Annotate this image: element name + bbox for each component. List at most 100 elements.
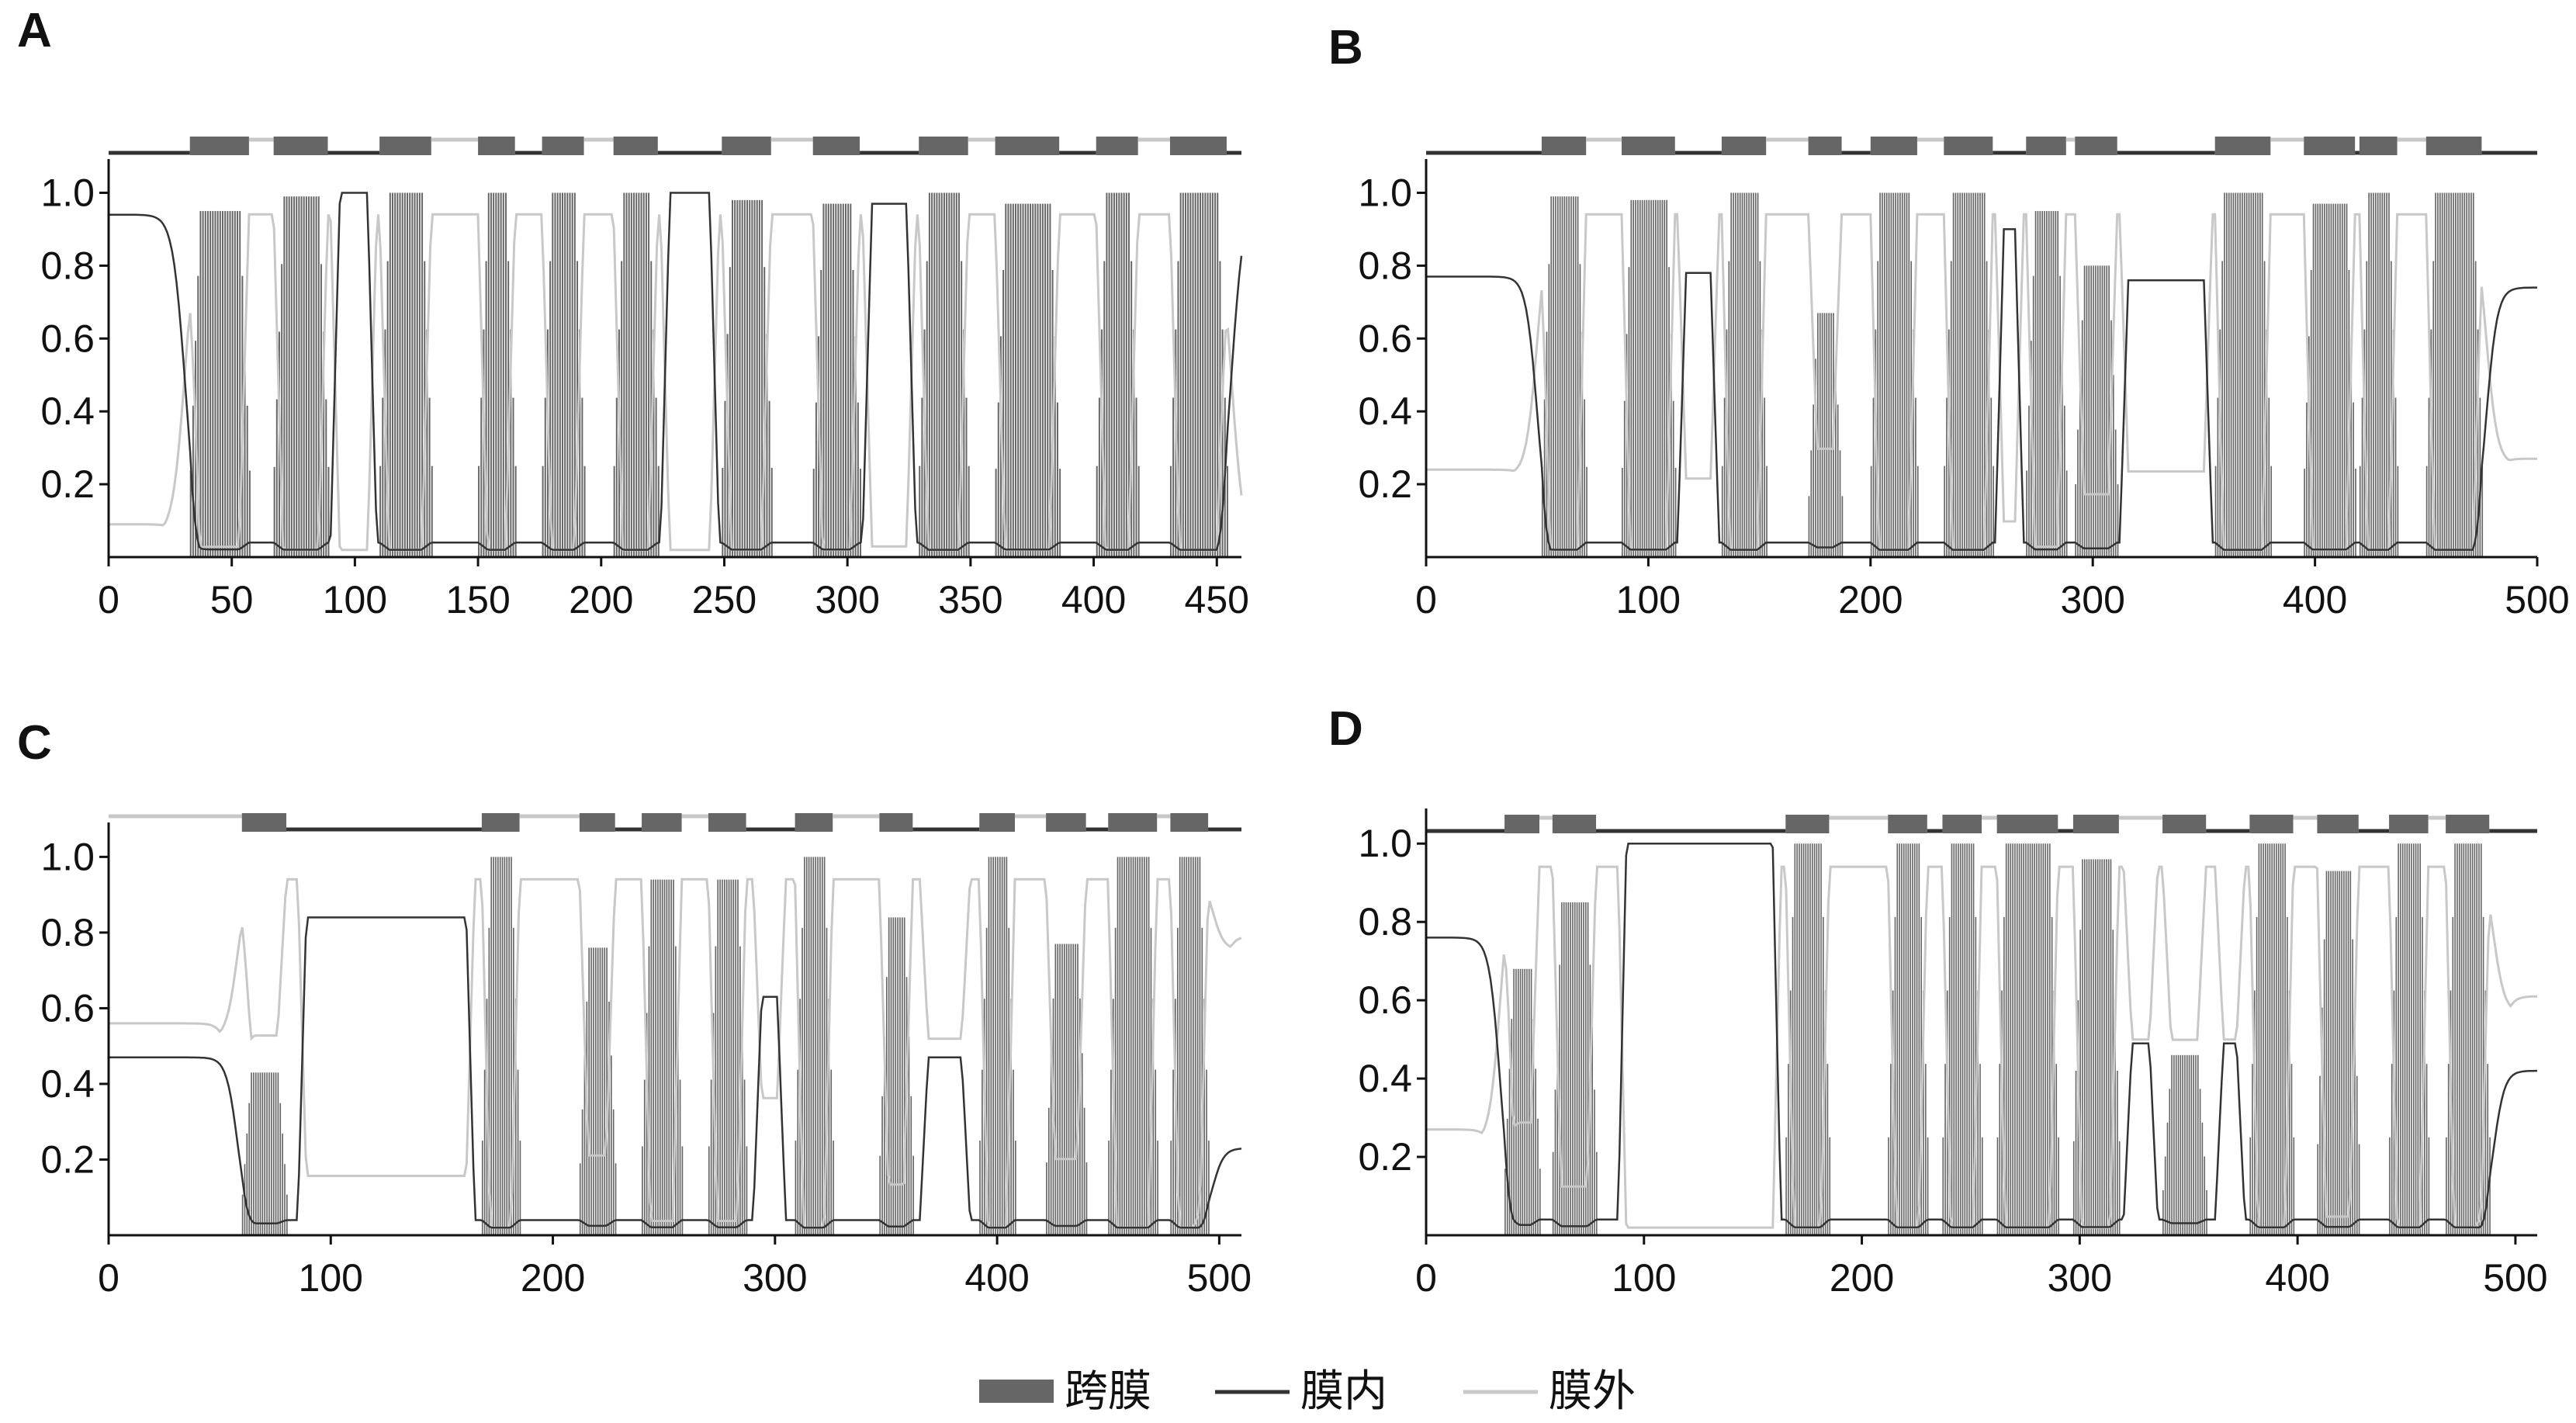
tm-bar <box>2437 192 2439 557</box>
tm-bar <box>2419 843 2421 1235</box>
tm-bar <box>298 196 300 557</box>
tm-bar <box>1182 192 1184 557</box>
tm-bar <box>2455 192 2457 557</box>
tm-bar <box>2036 843 2038 1235</box>
tm-bar <box>1916 466 1919 557</box>
tm-bar <box>1049 203 1051 557</box>
tm-bar <box>1119 857 1121 1235</box>
tm-bar <box>655 397 657 557</box>
tm-bar <box>2252 1064 2253 1235</box>
tm-bar <box>2188 1054 2190 1235</box>
tm-bar <box>2117 484 2119 557</box>
tm-bar <box>2050 210 2052 557</box>
tm-bar <box>1815 358 1816 557</box>
tm-bar <box>1996 1137 1999 1235</box>
tm-bar <box>948 192 950 557</box>
tm-bar <box>992 857 995 1235</box>
tm-bar <box>717 879 719 1235</box>
tm-bar <box>2171 1054 2173 1235</box>
tm-bar <box>2339 203 2341 557</box>
tm-bar <box>2428 397 2430 557</box>
tm-bar <box>2048 210 2050 557</box>
tm-bar <box>1821 313 1823 557</box>
tm-bar <box>559 192 561 557</box>
tm-bar <box>1901 843 1903 1235</box>
tm-bar <box>2058 1137 2059 1235</box>
tm-bar <box>234 210 236 557</box>
tm-bar <box>2317 203 2319 557</box>
topology-tm-segment <box>2359 137 2398 155</box>
tm-bar <box>1504 1169 1506 1235</box>
tm-bar <box>411 192 414 557</box>
topology-tm-segment <box>795 813 833 832</box>
tm-bar <box>2096 859 2099 1235</box>
tm-bar <box>2072 1141 2075 1235</box>
tm-bar <box>273 466 275 557</box>
tm-bar <box>732 879 735 1235</box>
tm-bar <box>2481 466 2484 557</box>
tm-bar <box>1650 199 1652 557</box>
tm-bar <box>1785 1137 1787 1235</box>
tm-bar <box>1522 968 1524 1235</box>
x-tick-label: 300 <box>2048 1256 2112 1300</box>
tm-bar <box>514 466 517 557</box>
tm-bar <box>2034 210 2037 557</box>
tm-bar <box>202 210 204 557</box>
tm-bar <box>1012 203 1014 557</box>
tm-bar <box>1870 466 1872 557</box>
tm-bar <box>1132 857 1134 1235</box>
tm-bar <box>2095 265 2096 557</box>
tm-bar <box>1622 467 1623 557</box>
tm-bar <box>1916 843 1918 1235</box>
tm-bar <box>1135 397 1137 557</box>
tm-bar <box>1556 1027 1559 1235</box>
tm-bar <box>1748 192 1750 557</box>
x-tick-label: 100 <box>1612 1256 1676 1300</box>
tm-bar <box>2110 859 2112 1235</box>
tm-bar <box>1990 397 1993 557</box>
tm-bar <box>2366 261 2368 557</box>
tm-bar <box>1528 968 1530 1235</box>
tm-bar <box>1888 1137 1889 1235</box>
tm-bar <box>817 857 819 1235</box>
tm-bar <box>2425 466 2428 557</box>
tm-bar <box>663 879 666 1235</box>
outside-curve <box>1426 865 2538 1229</box>
x-tick-label: 500 <box>2505 578 2569 621</box>
tm-bar <box>2345 871 2347 1235</box>
tm-bar <box>1137 466 1140 557</box>
tm-bar <box>279 1103 282 1235</box>
tm-bar <box>2277 843 2280 1235</box>
tm-bar <box>2079 375 2081 557</box>
tm-bar <box>2332 203 2335 557</box>
tm-bar <box>1172 397 1175 557</box>
tm-bar <box>1517 968 1519 1235</box>
tm-bar <box>500 192 502 557</box>
x-tick-label: 200 <box>569 578 633 621</box>
tm-bar <box>1950 261 1952 557</box>
tm-bar <box>968 466 970 557</box>
tm-bar <box>2242 192 2243 557</box>
tm-bar <box>912 1155 914 1235</box>
y-tick-label: 0.8 <box>40 911 95 954</box>
tm-bar <box>1196 192 1199 557</box>
tm-bar <box>881 1096 883 1235</box>
tm-bar <box>1908 192 1910 557</box>
tm-bar <box>999 857 1001 1235</box>
tm-bar <box>1070 943 1072 1235</box>
tm-bar <box>2435 192 2436 557</box>
tm-bar <box>812 857 815 1235</box>
topology-tm-segment <box>1944 137 1993 155</box>
tm-bar <box>1124 857 1125 1235</box>
tm-bar <box>837 203 840 557</box>
tm-bar <box>2453 192 2454 557</box>
tm-bar <box>1823 313 1826 557</box>
tm-bar <box>679 1079 681 1235</box>
tm-bar <box>286 196 288 557</box>
tm-bar <box>2395 916 2398 1235</box>
tm-bar <box>815 402 817 557</box>
tm-bar <box>1955 192 1957 557</box>
topology-tm-segment <box>919 137 968 155</box>
tm-bar <box>1075 943 1076 1235</box>
tm-bar <box>392 192 393 557</box>
